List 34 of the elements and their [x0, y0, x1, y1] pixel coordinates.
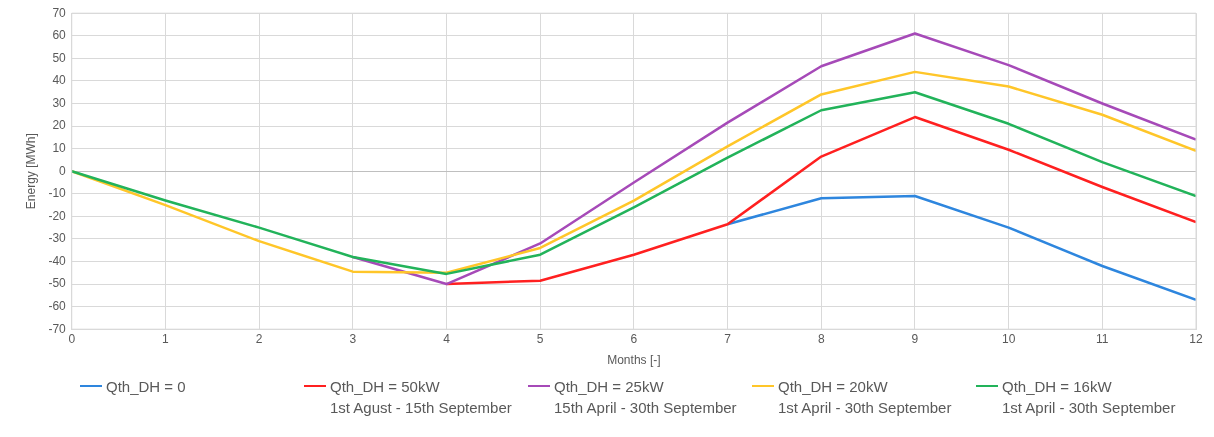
x-tick-label: 2: [255, 331, 263, 346]
y-tick-label: -30: [48, 231, 67, 246]
legend-label: Qth_DH = 20kW 1st April - 30th September: [778, 377, 952, 418]
legend-label: Qth_DH = 16kW 1st April - 30th September: [1002, 377, 1176, 418]
y-tick-label: -70: [48, 321, 67, 336]
legend-label: Qth_DH = 50kW 1st Agust - 15th September: [330, 377, 512, 418]
x-tick-label: 11: [1096, 331, 1109, 346]
y-tick-label: 60: [52, 28, 67, 43]
y-tick-label: 30: [52, 95, 67, 110]
y-tick-label: 20: [52, 118, 67, 133]
y-axis-title: Energy [MWh]: [23, 133, 38, 210]
y-tick-label: 70: [52, 5, 67, 20]
x-tick-label: 5: [536, 331, 544, 346]
legend-label: Qth_DH = 0: [106, 377, 186, 397]
y-tick-label: -40: [48, 253, 67, 268]
y-tick-label: 50: [52, 50, 67, 65]
y-tick-label: -10: [48, 186, 67, 201]
y-tick-label: 10: [52, 140, 67, 155]
y-tick-label: -50: [48, 276, 67, 291]
x-tick-label: 3: [349, 331, 357, 346]
x-tick-label: 6: [630, 331, 638, 346]
x-tick-label: 7: [724, 331, 732, 346]
legend-label: Qth_DH = 25kW 15th April - 30th September: [554, 377, 737, 418]
x-tick-label: 9: [911, 331, 919, 346]
x-tick-label: 8: [817, 331, 825, 346]
x-tick-label: 1: [162, 331, 170, 346]
x-tick-label: 10: [1001, 331, 1016, 346]
y-tick-label: -60: [48, 298, 67, 313]
x-tick-label: 12: [1189, 331, 1203, 346]
y-tick-label: 40: [52, 73, 67, 88]
y-tick-label: 0: [59, 163, 67, 178]
x-tick-label: 4: [443, 331, 451, 346]
x-axis-title: Months [-]: [607, 353, 661, 368]
y-tick-label: -20: [48, 208, 67, 223]
